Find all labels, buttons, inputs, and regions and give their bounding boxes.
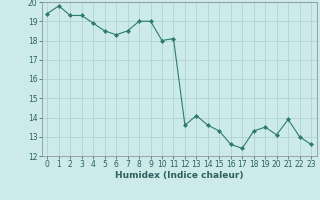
X-axis label: Humidex (Indice chaleur): Humidex (Indice chaleur) <box>115 171 244 180</box>
